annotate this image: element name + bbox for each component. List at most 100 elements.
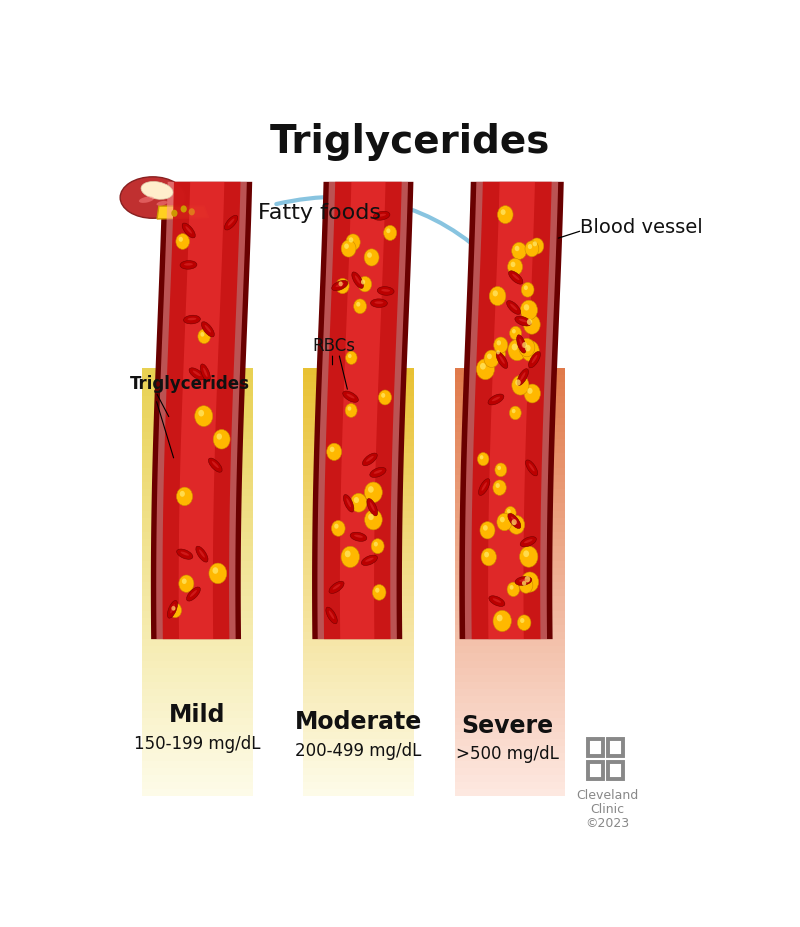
Bar — [142, 461, 253, 468]
FancyArrowPatch shape — [276, 197, 494, 264]
Circle shape — [365, 483, 382, 503]
Polygon shape — [465, 183, 558, 640]
Ellipse shape — [520, 373, 526, 381]
Bar — [303, 447, 414, 454]
Bar — [142, 489, 253, 497]
Bar — [303, 489, 414, 497]
Circle shape — [505, 507, 516, 520]
Circle shape — [484, 350, 499, 368]
Text: Triglycerides: Triglycerides — [130, 375, 250, 393]
Bar — [303, 690, 414, 696]
Ellipse shape — [488, 395, 504, 405]
Bar — [303, 582, 414, 590]
Ellipse shape — [170, 604, 174, 614]
Circle shape — [200, 333, 204, 337]
Bar — [142, 717, 253, 725]
Text: Moderate: Moderate — [295, 709, 422, 733]
Text: Blood vessel: Blood vessel — [581, 218, 703, 236]
Bar — [142, 696, 253, 704]
Circle shape — [527, 320, 532, 325]
Circle shape — [510, 586, 514, 590]
Bar — [142, 740, 253, 746]
Circle shape — [213, 567, 218, 574]
Bar — [454, 553, 565, 561]
Bar — [303, 383, 414, 389]
Bar — [303, 768, 414, 775]
Circle shape — [512, 410, 515, 413]
Ellipse shape — [177, 550, 193, 560]
Bar — [303, 618, 414, 625]
Circle shape — [330, 447, 334, 452]
Ellipse shape — [335, 284, 344, 287]
Bar — [454, 511, 565, 518]
Circle shape — [524, 305, 530, 311]
Bar — [142, 425, 253, 432]
Bar — [142, 640, 253, 647]
Circle shape — [510, 262, 515, 268]
Circle shape — [484, 552, 489, 558]
Circle shape — [520, 547, 538, 567]
Polygon shape — [162, 183, 241, 640]
Ellipse shape — [205, 325, 211, 333]
Bar — [454, 568, 565, 575]
Bar — [303, 647, 414, 654]
Bar — [142, 432, 253, 439]
Bar — [303, 668, 414, 675]
Ellipse shape — [517, 369, 529, 386]
Ellipse shape — [373, 212, 390, 221]
Bar — [303, 790, 414, 796]
Text: 200-499 mg/dL: 200-499 mg/dL — [295, 741, 422, 759]
Circle shape — [481, 549, 497, 566]
Bar — [142, 540, 253, 547]
Circle shape — [480, 456, 483, 460]
Bar — [303, 675, 414, 682]
Circle shape — [349, 238, 354, 243]
Circle shape — [334, 524, 338, 529]
Ellipse shape — [203, 368, 207, 377]
Circle shape — [331, 521, 345, 537]
Ellipse shape — [367, 499, 378, 516]
Circle shape — [374, 542, 378, 547]
Circle shape — [180, 491, 185, 497]
Circle shape — [178, 237, 183, 243]
Bar — [454, 532, 565, 540]
Bar — [454, 418, 565, 425]
Bar — [303, 411, 414, 418]
Bar — [454, 447, 565, 454]
Circle shape — [520, 618, 525, 623]
Circle shape — [365, 510, 382, 530]
Circle shape — [384, 226, 397, 241]
Bar — [454, 404, 565, 411]
Bar — [142, 553, 253, 561]
Ellipse shape — [478, 479, 490, 496]
Circle shape — [512, 330, 516, 334]
Bar — [303, 468, 414, 476]
Ellipse shape — [342, 391, 358, 403]
Circle shape — [480, 363, 486, 370]
Polygon shape — [157, 207, 209, 220]
Circle shape — [346, 352, 357, 365]
Bar — [454, 618, 565, 625]
Bar — [303, 540, 414, 547]
Bar — [303, 461, 414, 468]
Bar — [142, 411, 253, 418]
Bar — [454, 547, 565, 553]
Ellipse shape — [508, 514, 521, 529]
Circle shape — [350, 494, 367, 513]
Bar — [454, 375, 565, 383]
Ellipse shape — [515, 577, 532, 586]
Circle shape — [476, 360, 494, 380]
Ellipse shape — [332, 281, 348, 291]
Circle shape — [169, 603, 182, 618]
Ellipse shape — [493, 599, 501, 603]
Circle shape — [171, 210, 178, 218]
Bar — [303, 532, 414, 540]
Circle shape — [493, 480, 506, 496]
Bar — [454, 775, 565, 782]
Circle shape — [346, 235, 360, 251]
Bar — [454, 461, 565, 468]
Circle shape — [522, 341, 539, 362]
Circle shape — [510, 407, 522, 420]
Bar — [303, 590, 414, 597]
Circle shape — [519, 339, 535, 358]
